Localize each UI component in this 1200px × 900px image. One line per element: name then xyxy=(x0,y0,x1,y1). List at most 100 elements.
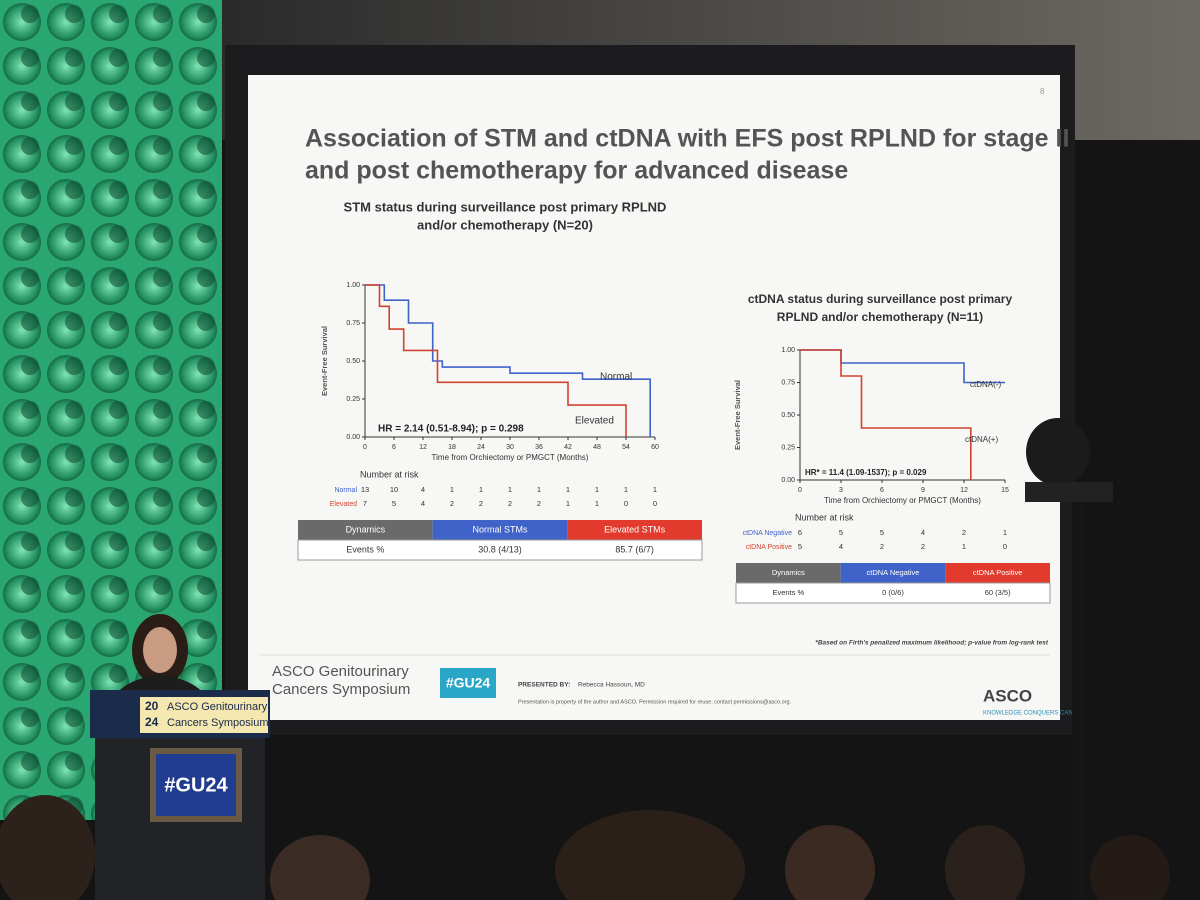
risk-count: 2 xyxy=(479,499,483,508)
hashtag-box xyxy=(440,668,496,698)
table-header: Dynamics xyxy=(346,524,386,534)
x-tick-label: 0 xyxy=(363,444,367,451)
x-tick-label: 3 xyxy=(839,487,843,494)
x-axis-label: Time from Orchiectomy or PMGCT (Months) xyxy=(432,453,589,462)
risk-count: 4 xyxy=(921,528,925,537)
table-header-cell xyxy=(567,520,702,540)
table-cell: Events % xyxy=(346,544,384,554)
table-header-cell xyxy=(736,563,841,583)
table-row xyxy=(297,539,703,561)
camera-stand xyxy=(1072,500,1086,900)
y-tick-label: 1.00 xyxy=(781,347,795,354)
presenter: Rebecca Hassoun, MD xyxy=(578,682,645,689)
table-header: Elevated STMs xyxy=(604,524,666,534)
risk-count: 2 xyxy=(508,499,512,508)
hazard-ratio: HR* = 11.4 (1.09-1537); p = 0.029 xyxy=(805,468,927,477)
chart-subtitle: STM status during surveillance post prim… xyxy=(344,199,667,214)
risk-count: 1 xyxy=(595,485,599,494)
hazard-ratio: HR = 2.14 (0.51-8.94); p = 0.298 xyxy=(378,424,524,435)
survival-curve xyxy=(365,284,627,437)
table-header-cell xyxy=(298,520,433,540)
footnote: *Based on Firth's penalized maximum like… xyxy=(815,640,1049,647)
x-tick-label: 15 xyxy=(1001,487,1009,494)
risk-count: 1 xyxy=(653,485,657,494)
table-header: ctDNA Positive xyxy=(973,568,1023,577)
table-header: Normal STMs xyxy=(472,524,528,534)
table-header: Dynamics xyxy=(772,568,805,577)
camera xyxy=(1026,418,1090,486)
tagline: KNOWLEDGE CONQUERS CANCER xyxy=(983,711,1086,717)
hashtag: #GU24 xyxy=(446,675,491,691)
risk-count: 2 xyxy=(537,499,541,508)
x-tick-label: 36 xyxy=(535,444,543,451)
risk-count: 1 xyxy=(537,485,541,494)
risk-count: 5 xyxy=(839,528,843,537)
x-tick-label: 30 xyxy=(506,444,514,451)
screen-text: #GU24 xyxy=(164,774,228,796)
risk-count: 4 xyxy=(421,499,425,508)
risk-row-label: Normal xyxy=(334,487,357,494)
x-tick-label: 12 xyxy=(960,487,968,494)
x-tick-label: 24 xyxy=(477,444,485,451)
risk-count: 10 xyxy=(390,485,398,494)
risk-title: Number at risk xyxy=(360,469,419,479)
risk-count: 2 xyxy=(880,542,884,551)
chart-subtitle: RPLND and/or chemotherapy (N=11) xyxy=(777,310,983,324)
x-tick-label: 6 xyxy=(880,487,884,494)
risk-count: 4 xyxy=(839,542,843,551)
sign-text: ASCO Genitourinary xyxy=(167,701,268,713)
audience-head xyxy=(1090,835,1170,900)
series-label: Normal xyxy=(600,372,632,383)
camera-mount xyxy=(1025,482,1113,502)
x-tick-label: 6 xyxy=(392,444,396,451)
table-cell: 0 (0/6) xyxy=(882,588,904,597)
table-cell: Events % xyxy=(772,588,804,597)
risk-count: 5 xyxy=(392,499,396,508)
risk-count: 1 xyxy=(566,499,570,508)
y-tick-label: 0.00 xyxy=(781,477,795,484)
chart-subtitle: and/or chemotherapy (N=20) xyxy=(417,217,593,232)
survival-curve xyxy=(365,284,651,437)
table-header: ctDNA Negative xyxy=(867,568,920,577)
series-label: ctDNA(-) xyxy=(970,380,1001,389)
risk-count: 0 xyxy=(1003,542,1007,551)
risk-count: 1 xyxy=(962,542,966,551)
x-tick-label: 54 xyxy=(622,444,630,451)
risk-title: Number at risk xyxy=(795,512,854,522)
x-axis-label: Time from Orchiectomy or PMGCT (Months) xyxy=(824,496,981,505)
y-tick-label: 0.50 xyxy=(346,358,360,365)
y-tick-label: 0.50 xyxy=(781,412,795,419)
risk-count: 2 xyxy=(962,528,966,537)
risk-count: 2 xyxy=(450,499,454,508)
x-tick-label: 12 xyxy=(419,444,427,451)
slide xyxy=(248,75,1060,720)
risk-count: 0 xyxy=(653,499,657,508)
risk-count: 0 xyxy=(624,499,628,508)
audience-head xyxy=(785,825,875,900)
year: 20 xyxy=(145,699,159,713)
risk-count: 2 xyxy=(921,542,925,551)
x-tick-label: 0 xyxy=(798,487,802,494)
brand: ASCO Genitourinary xyxy=(272,663,409,680)
podium-sign xyxy=(140,697,268,733)
risk-count: 13 xyxy=(361,485,369,494)
risk-count: 6 xyxy=(798,528,802,537)
audience-head xyxy=(945,825,1025,900)
asco-logo: ASCO xyxy=(983,686,1032,705)
x-tick-label: 9 xyxy=(921,487,925,494)
x-tick-label: 18 xyxy=(448,444,456,451)
risk-count: 1 xyxy=(450,485,454,494)
audience-head xyxy=(0,795,95,900)
risk-count: 4 xyxy=(421,485,425,494)
x-tick-label: 42 xyxy=(564,444,572,451)
risk-count: 1 xyxy=(508,485,512,494)
risk-row-label: ctDNA Positive xyxy=(746,544,792,551)
x-tick-label: 48 xyxy=(593,444,601,451)
series-label: ctDNA(+) xyxy=(965,435,998,444)
audience-head xyxy=(270,835,370,900)
x-tick-label: 60 xyxy=(651,444,659,451)
table-row xyxy=(735,582,1051,604)
risk-count: 7 xyxy=(363,499,367,508)
y-tick-label: 0.00 xyxy=(346,434,360,441)
